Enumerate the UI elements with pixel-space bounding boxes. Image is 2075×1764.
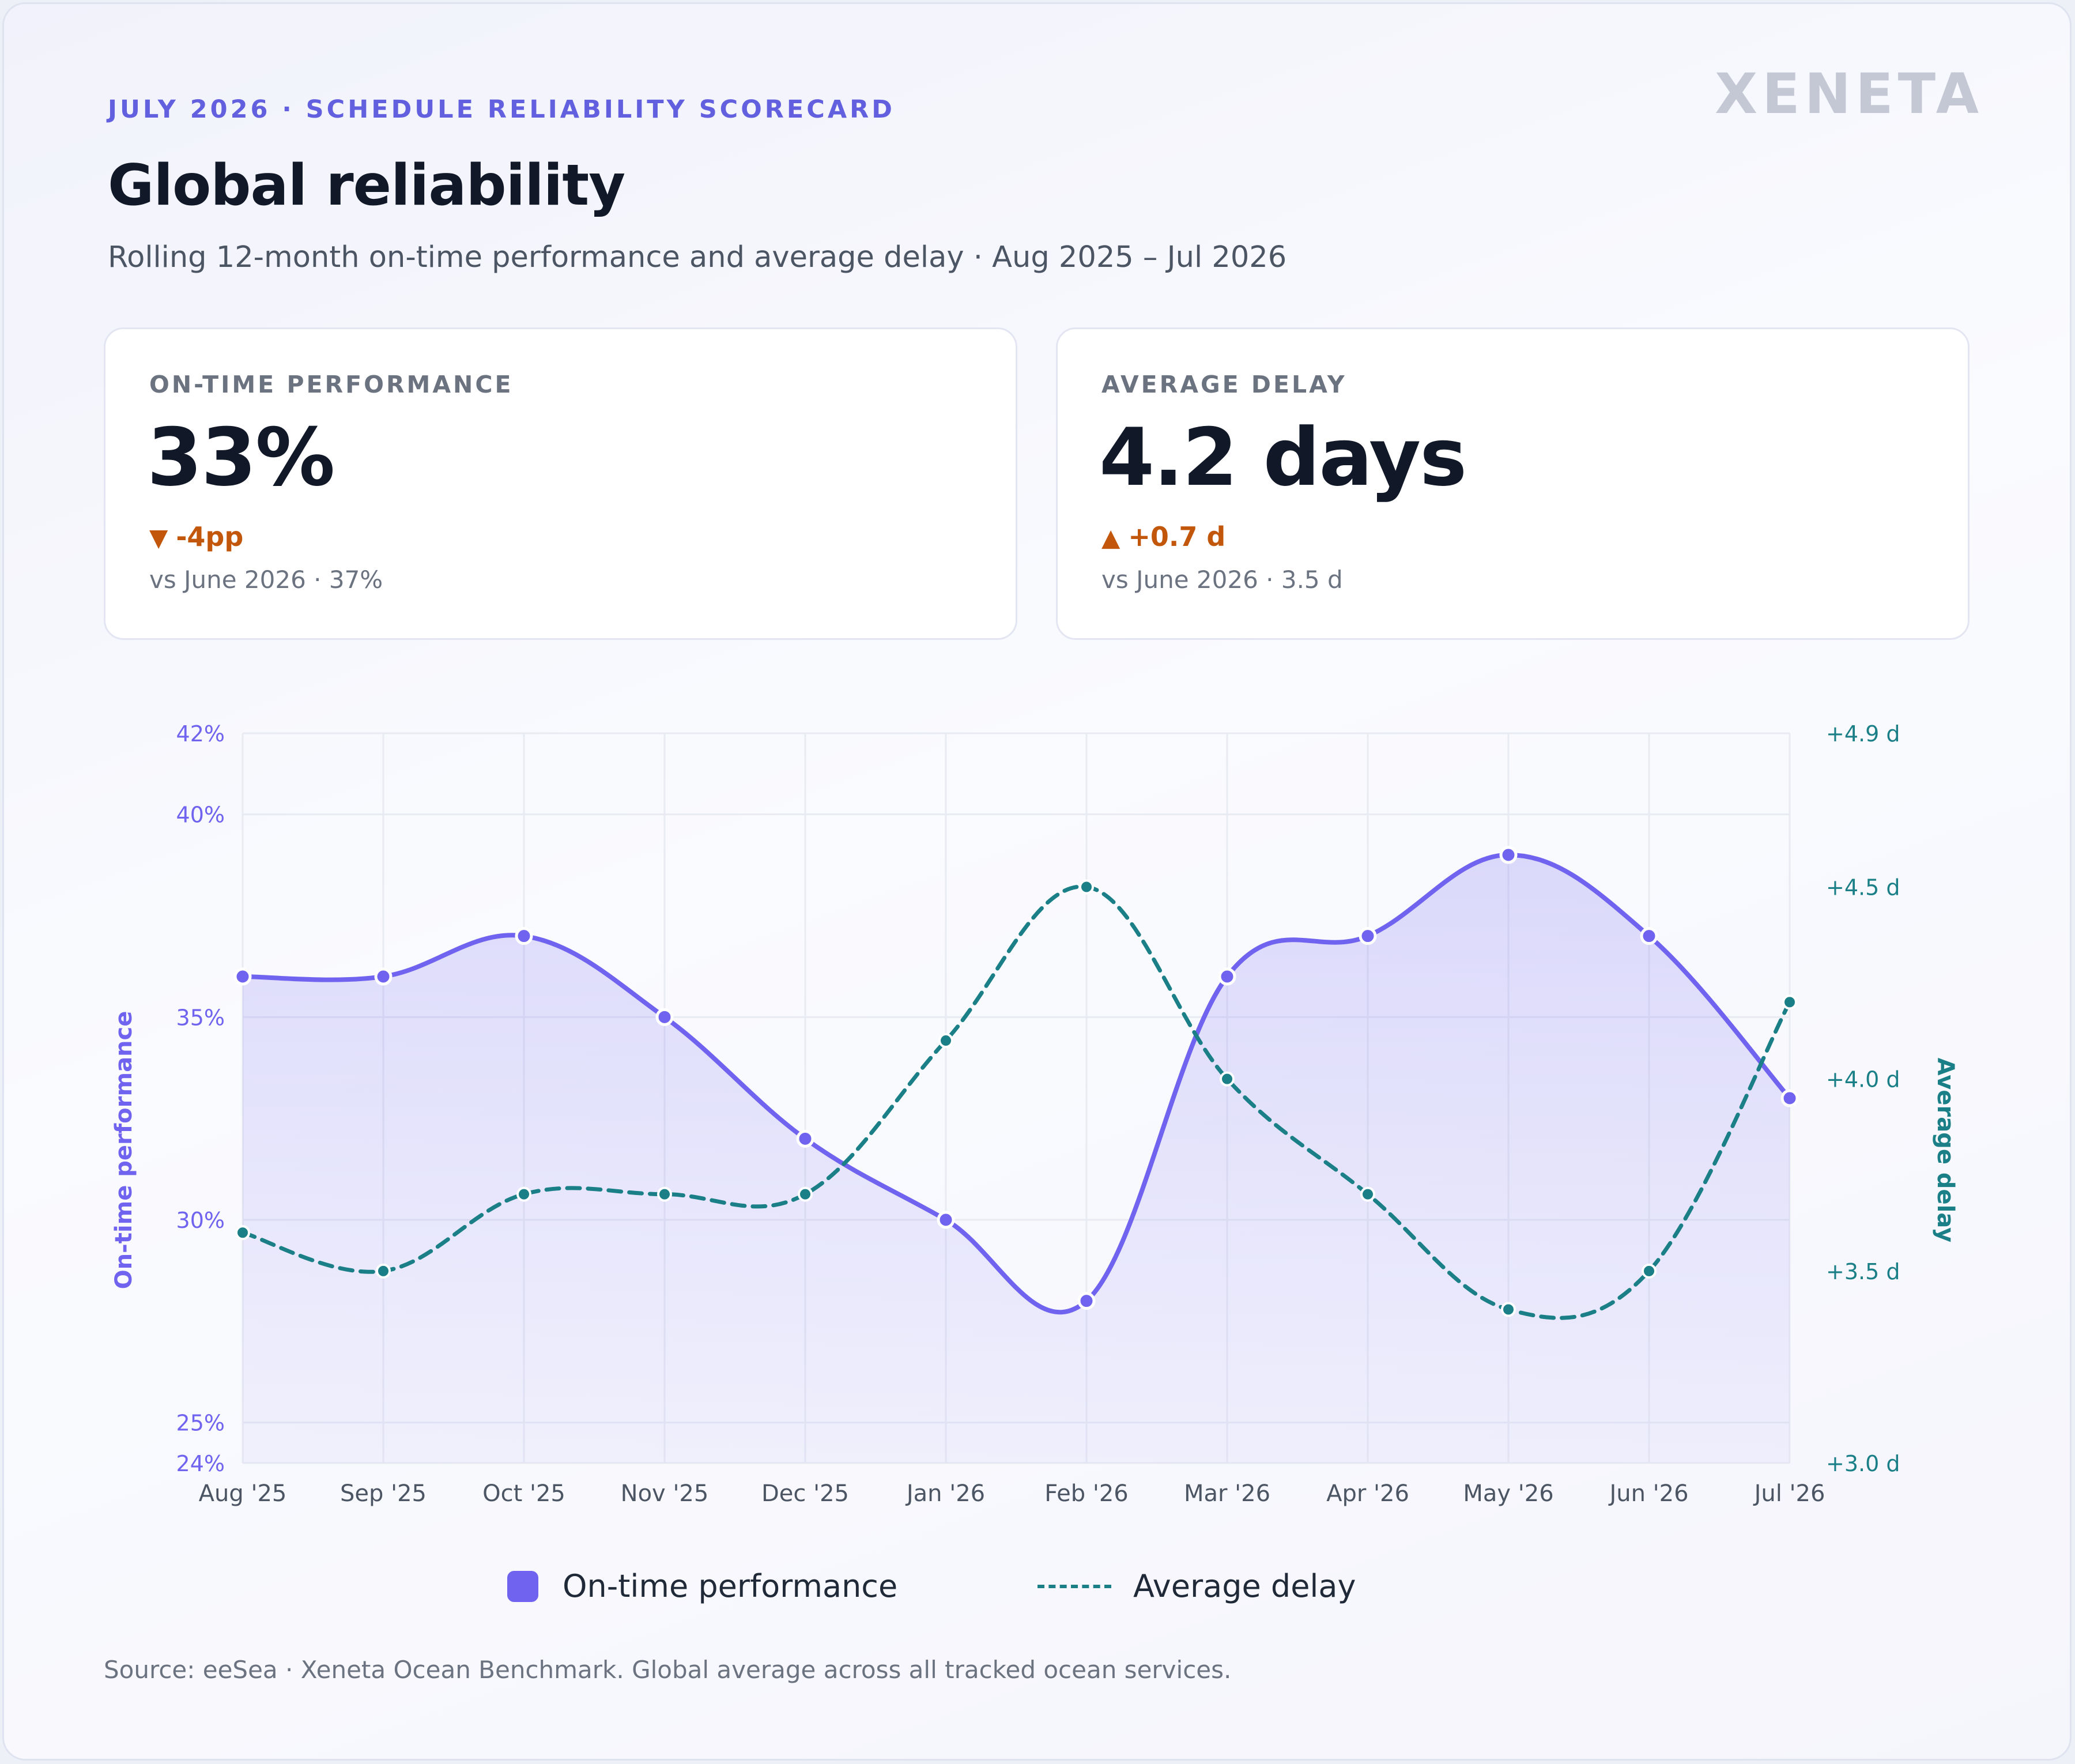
x-tick-label: Jun '26	[1608, 1480, 1688, 1507]
legend-label-otp: On-time performance	[563, 1568, 898, 1604]
y-left-tick-label: 40%	[176, 802, 225, 828]
y-left-tick-label: 30%	[176, 1208, 225, 1233]
delay-series-line	[240, 884, 1792, 1320]
x-tick-label: Apr '26	[1326, 1480, 1409, 1507]
y-right-tick-label: +4.5 d	[1826, 875, 1900, 900]
legend-item-delay[interactable]: Average delay	[1038, 1568, 1356, 1604]
otp-point	[1077, 1292, 1096, 1310]
delay-point	[657, 1186, 672, 1202]
delay-point	[1079, 879, 1094, 895]
otp-point	[515, 927, 533, 945]
delay-point	[235, 1225, 250, 1241]
kpi-otp-comparison: vs June 2026 · 37%	[149, 566, 383, 594]
otp-point	[1359, 927, 1377, 945]
y-left-tick-label: 25%	[176, 1411, 225, 1436]
x-tick-label: Dec '25	[761, 1480, 849, 1507]
chart-ticks: 24% 25% 30% 35% 40% 42% +3.0 d +3.5 d +4.0 d +4.5…	[176, 721, 1900, 1507]
page-subtitle: Rolling 12-month on-time performance and…	[108, 240, 1287, 274]
x-tick-label: Sep '25	[340, 1480, 427, 1507]
otp-point	[937, 1211, 955, 1229]
y-axis-right-title: Average delay	[1932, 1058, 1959, 1242]
kpi-card-otp: ON-TIME PERFORMANCE 33% ▼ -4pp vs June 20…	[104, 327, 1017, 640]
kpi-otp-label: ON-TIME PERFORMANCE	[149, 371, 514, 398]
delay-point	[1782, 994, 1797, 1010]
delay-point	[1220, 1071, 1235, 1087]
x-tick-label: Feb '26	[1044, 1480, 1128, 1507]
delay-point	[516, 1186, 531, 1202]
kpi-otp-delta: -4pp	[176, 521, 244, 552]
y-left-tick-label: 42%	[176, 721, 225, 747]
x-tick-label: Aug '25	[199, 1480, 287, 1507]
kpi-otp-value: 33%	[147, 411, 335, 504]
otp-point	[1218, 967, 1236, 986]
chart-points	[233, 846, 1799, 1317]
y-axis-left-title: On-time performance	[111, 1011, 137, 1290]
kpi-delay-delta: +0.7 d	[1128, 521, 1226, 552]
y-right-tick-label: +4.0 d	[1826, 1067, 1900, 1092]
delay-point	[1642, 1263, 1657, 1279]
y-right-tick-label: +3.0 d	[1826, 1451, 1900, 1476]
otp-point	[233, 967, 252, 986]
otp-point	[1640, 927, 1658, 945]
kpi-delay-comparison: vs June 2026 · 3.5 d	[1101, 566, 1343, 594]
page-title: Global reliability	[108, 153, 625, 218]
otp-point	[1780, 1089, 1799, 1107]
delay-point	[938, 1033, 953, 1049]
legend-swatch-otp	[507, 1570, 538, 1602]
y-left-tick-label: 24%	[176, 1451, 225, 1476]
x-tick-label: Jan '26	[905, 1480, 985, 1507]
delay-point	[1501, 1302, 1516, 1317]
x-tick-label: Oct '25	[482, 1480, 565, 1507]
brand-logo: XENETA	[1715, 62, 1983, 126]
triangle-down-icon: ▼	[149, 523, 168, 552]
reliability-chart: 24% 25% 30% 35% 40% 42% +3.0 d +3.5 d +4.0 d +4.5…	[111, 721, 1959, 1507]
delay-point	[1360, 1186, 1375, 1202]
otp-point	[796, 1129, 814, 1148]
kpi-card-delay: AVERAGE DELAY 4.2 days ▲ +0.7 d vs June 2…	[1056, 327, 1970, 640]
kpi-otp-delta-row: ▼ -4pp	[149, 521, 243, 552]
x-tick-label: Nov '25	[621, 1480, 709, 1507]
x-tick-label: Mar '26	[1184, 1480, 1270, 1507]
legend-label-delay: Average delay	[1133, 1568, 1356, 1604]
otp-point	[655, 1008, 674, 1026]
legend-swatch-delay	[1038, 1584, 1111, 1588]
legend-item-otp[interactable]: On-time performance	[507, 1568, 897, 1604]
otp-point	[1499, 846, 1518, 864]
kpi-delay-delta-row: ▲ +0.7 d	[1101, 521, 1225, 552]
otp-point	[374, 967, 393, 986]
y-right-tick-label: +3.5 d	[1826, 1259, 1900, 1284]
kpi-delay-value: 4.2 days	[1099, 411, 1467, 504]
y-left-tick-label: 35%	[176, 1005, 225, 1030]
delay-point	[376, 1263, 391, 1279]
delay-point	[798, 1186, 813, 1202]
otp-area	[243, 855, 1790, 1463]
triangle-up-icon: ▲	[1101, 523, 1120, 552]
y-right-tick-label: +4.9 d	[1826, 721, 1900, 747]
x-tick-label: May '26	[1463, 1480, 1553, 1507]
chart-legend: On-time performance Average delay	[0, 1568, 2075, 1614]
eyebrow-label: JULY 2026 · SCHEDULE RELIABILITY SCORECA…	[108, 95, 895, 124]
kpi-delay-label: AVERAGE DELAY	[1101, 371, 1347, 398]
otp-area-fill	[243, 855, 1790, 1463]
x-tick-label: Jul '26	[1753, 1480, 1825, 1507]
source-note: Source: eeSea · Xeneta Ocean Benchmark. …	[104, 1656, 1232, 1684]
